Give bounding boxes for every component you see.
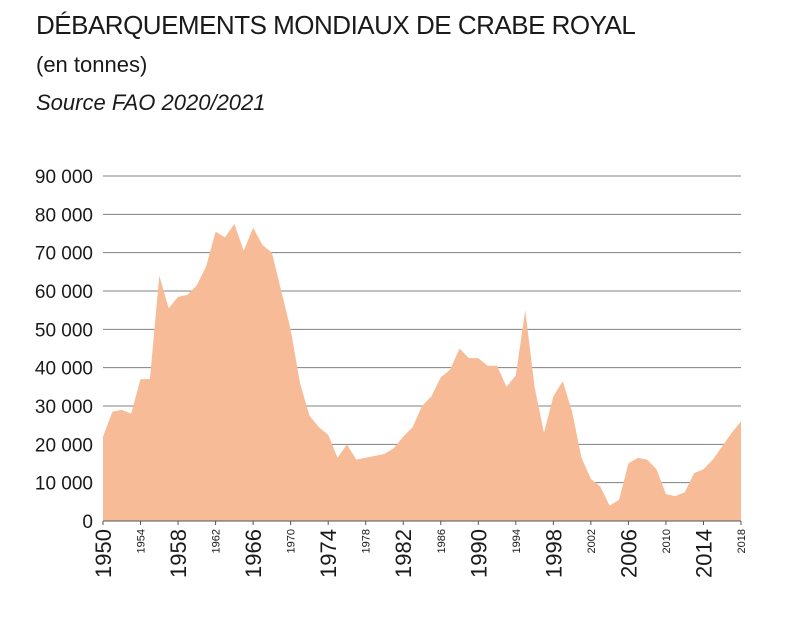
y-tick-label-40000: 40 000 [35, 359, 93, 380]
x-tick-label-2002: 2002 [586, 529, 598, 553]
landings-area [103, 223, 741, 522]
y-tick-label-0: 0 [82, 512, 93, 533]
x-tick-label-1970: 1970 [286, 529, 298, 553]
x-tick-label-1978: 1978 [361, 529, 373, 553]
y-tick-label-60000: 60 000 [35, 282, 93, 303]
x-tick-label-2010: 2010 [661, 529, 673, 553]
x-tick-label-1982: 1982 [391, 529, 416, 578]
chart-source: Source FAO 2020/2021 [36, 90, 266, 115]
x-tick-label-1958: 1958 [166, 529, 191, 578]
y-tick-label-70000: 70 000 [35, 244, 93, 265]
chart-subtitle: (en tonnes) [36, 52, 148, 77]
x-tick-label-1974: 1974 [316, 529, 341, 578]
x-tick-label-1950: 1950 [91, 529, 116, 578]
y-tick-label-50000: 50 000 [35, 320, 93, 341]
x-tick-label-1990: 1990 [466, 529, 491, 578]
y-axis-ticks: 0 10 000 20 000 30 000 40 000 50 000 60 000 70 … [35, 167, 93, 533]
x-tick-label-1986: 1986 [436, 529, 448, 553]
x-tick-label-1998: 1998 [541, 529, 566, 578]
x-tick-label-2018: 2018 [736, 529, 748, 553]
x-tick-label-1966: 1966 [241, 529, 266, 578]
y-tick-label-80000: 80 000 [35, 205, 93, 226]
x-tick-label-2014: 2014 [691, 529, 716, 578]
x-tick-label-1962: 1962 [211, 529, 223, 553]
y-tick-label-90000: 90 000 [35, 167, 93, 188]
x-tick-label-1994: 1994 [511, 529, 523, 553]
chart-title: DÉBARQUEMENTS MONDIAUX DE CRABE ROYAL [36, 10, 636, 40]
y-tick-label-10000: 10 000 [35, 474, 93, 495]
plot-area [103, 223, 741, 522]
x-tick-label-1954: 1954 [136, 529, 148, 553]
y-tick-label-30000: 30 000 [35, 397, 93, 418]
x-tick-label-2006: 2006 [616, 529, 641, 578]
y-tick-label-20000: 20 000 [35, 435, 93, 456]
x-axis-ticks: 1950 1954 1958 1962 1966 1970 1974 1978 1982 1986… [91, 521, 748, 578]
